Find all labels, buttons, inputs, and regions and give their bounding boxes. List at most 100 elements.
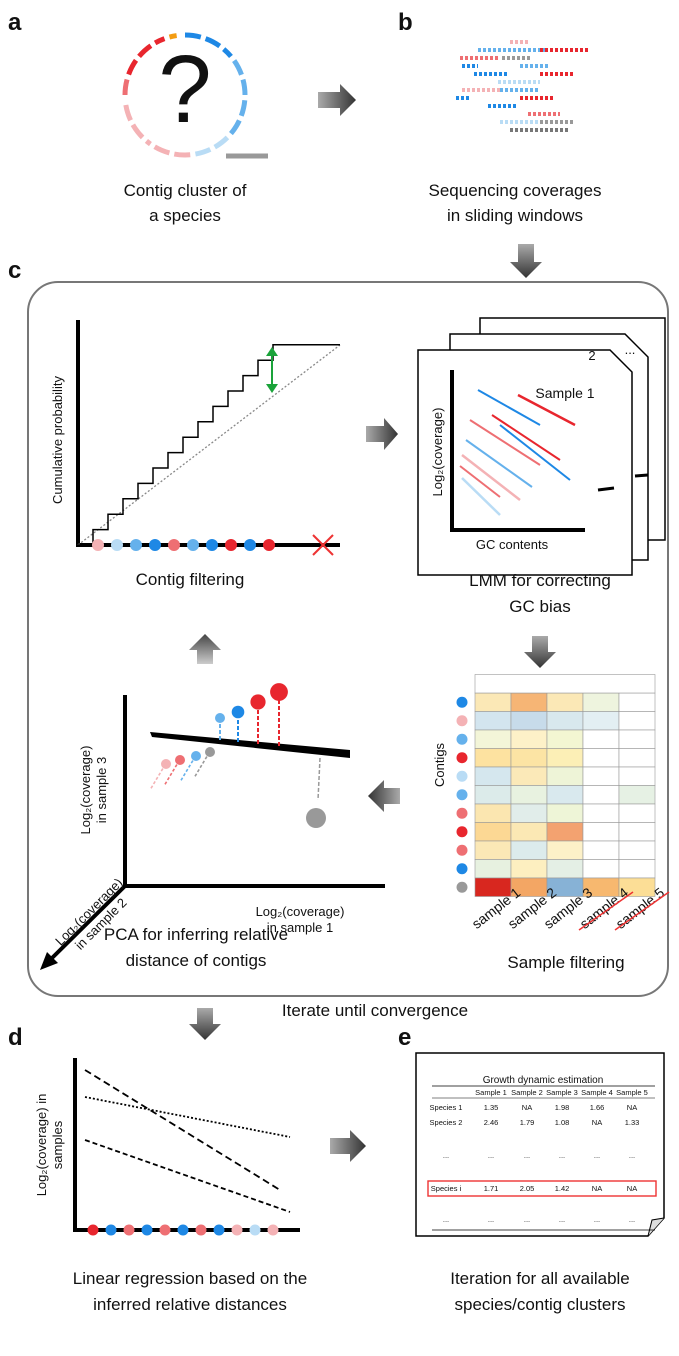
heatmap-cell [618,822,656,842]
contig-arc [122,78,130,96]
caption: Contig filtering [136,570,245,589]
arrow [189,1008,221,1040]
axis [48,883,128,962]
contig-dot [456,826,468,838]
axis-label: Log₂(coverage) in [34,1094,49,1197]
cdf-steps [78,344,340,546]
caption: Sequencing coverages [429,181,602,200]
caption: PCA for inferring relative [104,925,288,944]
caption: LMM for correcting [469,571,611,590]
table-cell: ... [443,1151,449,1160]
table-cell: 1.98 [555,1103,570,1112]
contig-dot [270,683,288,701]
heatmap-cell [582,840,620,860]
sample-panel [417,349,633,576]
contig-dot [141,1224,153,1236]
table-cell: NA [522,1103,532,1112]
heatmap-cell [582,748,620,768]
page-curl [647,1217,665,1237]
axis-label: in sample 3 [94,757,109,823]
highlight [427,1180,657,1197]
contig-dot [456,715,468,727]
table-cell: NA [627,1184,637,1193]
strike [578,891,634,931]
contig-dot [168,539,180,551]
contig-dot [92,539,104,551]
sample-label: 2 [588,348,595,363]
contig-dot [456,863,468,875]
heatmap-cell [474,766,512,786]
contig-arc [144,139,191,158]
table-cell: ... [488,1215,494,1224]
heatmap-cell [582,785,620,805]
contig-dot [456,881,468,893]
table-cell: ... [488,1151,494,1160]
heatmap-cell [582,859,620,879]
axis-label: in sample 1 [267,920,333,935]
contig-dot [105,1224,117,1236]
heatmap-cell [474,674,656,694]
table-cell: Species 2 [430,1118,463,1127]
table-cell: 1.33 [625,1118,640,1127]
contig-dot [149,539,161,551]
reject-mark [312,534,334,556]
table-cell: 1.79 [520,1118,535,1127]
caption: a species [149,206,221,225]
contig-dot [456,807,468,819]
table-cell: ... [559,1151,565,1160]
contig-dot [267,1224,279,1236]
heatmap-cell [582,711,620,731]
axis-label: Log₂(coverage) [78,746,93,835]
caption: in sliding windows [447,206,583,225]
fit-line [499,424,571,481]
contig-arc [168,33,178,40]
heatmap-cell [510,859,548,879]
table-cell: NA [592,1118,602,1127]
axis-label: samples [50,1120,65,1169]
heatmap-cell [582,803,620,823]
contig-dot [456,752,468,764]
table-cell: 2.05 [520,1184,535,1193]
contig-arc [228,99,248,136]
contig-dot [195,1224,207,1236]
heatmap-cell [582,729,620,749]
strike [614,891,670,931]
arrow [368,780,400,812]
table-cell: NA [627,1103,637,1112]
table-cell: ... [559,1215,565,1224]
contig-dot [456,789,468,801]
arrow [524,636,556,668]
caption: inferred relative distances [93,1295,287,1314]
heatmap-cell [474,822,512,842]
table-header: Sample 1 [475,1088,507,1097]
axis-label: Contigs [432,742,447,787]
contig-dot [249,1224,261,1236]
contig-dot [244,539,256,551]
contig-dot [456,844,468,856]
axis-stub [597,486,615,492]
contig-dot [306,808,326,828]
reference-line [77,344,341,546]
contig-dot [250,694,266,710]
contig-dot [456,770,468,782]
arrow [510,244,542,278]
contig-arc [184,32,233,59]
heatmap-cell [546,766,584,786]
caption: Iteration for all available [450,1269,630,1288]
axis-label: GC contents [476,537,549,552]
table-cell: ... [443,1215,449,1224]
heatmap-cell [582,692,620,712]
fit-line [459,465,501,498]
residual [317,757,321,801]
heatmap-cell [618,711,656,731]
heatmap-cell [618,748,656,768]
regression-line [84,1139,291,1213]
axis-label: Log₂(coverage) [256,904,345,919]
heatmap-cell [618,785,656,805]
heatmap-cell [510,803,548,823]
contig-dot [231,1224,243,1236]
heatmap-cell [618,877,656,897]
table-cell: Species 1 [430,1103,463,1112]
table-cell: ... [629,1215,635,1224]
